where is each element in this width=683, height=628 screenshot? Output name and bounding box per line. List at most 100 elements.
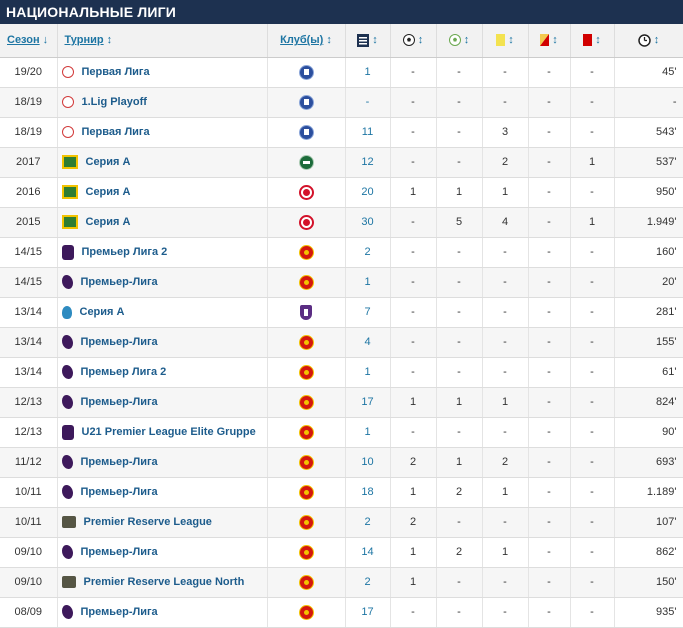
yellow-cards-cell: - bbox=[482, 357, 529, 388]
club-sort-link[interactable]: Клуб(ы) bbox=[280, 34, 324, 47]
appearances-cell[interactable]: 1 bbox=[345, 417, 391, 448]
column-header-yellow-cards[interactable]: ↕ bbox=[482, 24, 529, 58]
appearances-cell[interactable]: 1 bbox=[345, 57, 391, 88]
competition-link[interactable]: Premier Reserve League North bbox=[83, 576, 245, 588]
club-crest-icon[interactable] bbox=[298, 64, 314, 80]
competition-link[interactable]: Серия А bbox=[85, 216, 131, 228]
competition-link[interactable]: Премьер-Лига bbox=[80, 396, 158, 408]
competition-link[interactable]: Premier Reserve League bbox=[83, 516, 212, 528]
goals-cell: 1 bbox=[390, 387, 437, 418]
appearances-cell[interactable]: 4 bbox=[345, 327, 391, 358]
competition-link[interactable]: 1.Lig Playoff bbox=[81, 96, 147, 108]
competition-logo-icon[interactable] bbox=[61, 395, 73, 409]
club-crest-icon[interactable] bbox=[298, 394, 314, 410]
competition-link[interactable]: Первая Лига bbox=[81, 66, 150, 78]
column-header-goals[interactable]: ↕ bbox=[390, 24, 437, 58]
club-crest-icon[interactable] bbox=[298, 454, 314, 470]
competition-logo-icon[interactable] bbox=[61, 545, 73, 559]
appearances-cell[interactable]: 30 bbox=[345, 207, 391, 238]
competition-logo-icon[interactable] bbox=[61, 244, 74, 260]
club-crest-icon[interactable] bbox=[298, 484, 314, 500]
appearances-cell[interactable]: 2 bbox=[345, 507, 391, 538]
competition-logo-icon[interactable] bbox=[61, 155, 78, 169]
competition-link[interactable]: Премьер-Лига bbox=[80, 276, 158, 288]
appearances-cell[interactable]: 11 bbox=[345, 117, 391, 148]
club-crest-icon[interactable] bbox=[298, 544, 314, 560]
season-cell: 2017 bbox=[0, 147, 58, 178]
club-crest-icon[interactable] bbox=[300, 304, 312, 320]
competition-link[interactable]: Премьер-Лига bbox=[80, 336, 158, 348]
competition-link[interactable]: Премьер Лига 2 bbox=[81, 246, 168, 258]
appearances-cell[interactable]: 17 bbox=[345, 597, 391, 628]
club-crest-icon[interactable] bbox=[298, 184, 314, 200]
competition-logo-icon[interactable] bbox=[61, 66, 74, 78]
club-crest-icon[interactable] bbox=[298, 514, 314, 530]
second-yellow-cell: - bbox=[528, 297, 571, 328]
competition-link[interactable]: Серия А bbox=[85, 156, 131, 168]
competition-logo-icon[interactable] bbox=[61, 96, 74, 108]
column-header-season[interactable]: Сезон ↓ bbox=[0, 24, 58, 58]
club-crest-icon[interactable] bbox=[298, 244, 314, 260]
club-crest-icon[interactable] bbox=[298, 154, 314, 170]
competition-logo-icon[interactable] bbox=[61, 305, 72, 319]
appearances-cell[interactable]: 1 bbox=[345, 267, 391, 298]
appearances-cell[interactable]: 14 bbox=[345, 537, 391, 568]
club-cell bbox=[267, 357, 346, 388]
competition-logo-icon[interactable] bbox=[61, 424, 74, 440]
goals-cell: 1 bbox=[390, 537, 437, 568]
competition-link[interactable]: Первая Лига bbox=[81, 126, 150, 138]
competition-logo-icon[interactable] bbox=[61, 605, 73, 619]
column-header-minutes[interactable]: ↕ bbox=[614, 24, 683, 58]
club-crest-icon[interactable] bbox=[298, 334, 314, 350]
appearances-cell[interactable]: 1 bbox=[345, 357, 391, 388]
competition-sort-link[interactable]: Турнир bbox=[64, 34, 104, 47]
column-header-assists[interactable]: ↕ bbox=[436, 24, 483, 58]
appearances-cell[interactable]: 7 bbox=[345, 297, 391, 328]
season-sort-link[interactable]: Сезон bbox=[7, 34, 40, 47]
competition-logo-icon[interactable] bbox=[61, 215, 78, 229]
competition-link[interactable]: Премьер-Лига bbox=[80, 486, 158, 498]
club-crest-icon[interactable] bbox=[298, 94, 314, 110]
appearances-cell[interactable]: 10 bbox=[345, 447, 391, 478]
club-crest-icon[interactable] bbox=[298, 274, 314, 290]
competition-logo-icon[interactable] bbox=[61, 516, 76, 528]
competition-link[interactable]: Премьер Лига 2 bbox=[80, 366, 167, 378]
competition-logo-icon[interactable] bbox=[61, 126, 74, 138]
club-crest-icon[interactable] bbox=[298, 124, 314, 140]
club-crest-icon[interactable] bbox=[298, 214, 314, 230]
appearances-cell[interactable]: 17 bbox=[345, 387, 391, 418]
appearances-cell[interactable]: 18 bbox=[345, 477, 391, 508]
competition-logo-icon[interactable] bbox=[61, 455, 73, 469]
assists-cell: - bbox=[436, 357, 483, 388]
appearances-cell[interactable]: 12 bbox=[345, 147, 391, 178]
column-header-competition[interactable]: Турнир ↕ bbox=[57, 24, 268, 58]
competition-link[interactable]: Премьер-Лига bbox=[80, 606, 158, 618]
club-crest-icon[interactable] bbox=[298, 364, 314, 380]
column-header-second-yellow[interactable]: ↕ bbox=[528, 24, 571, 58]
appearances-cell[interactable]: 20 bbox=[345, 177, 391, 208]
competition-logo-icon[interactable] bbox=[61, 275, 73, 289]
competition-link[interactable]: U21 Premier League Elite Gruppe bbox=[81, 426, 256, 438]
competition-logo-icon[interactable] bbox=[61, 576, 76, 588]
competition-logo-icon[interactable] bbox=[61, 365, 73, 379]
competition-logo-icon[interactable] bbox=[61, 335, 73, 349]
column-header-red-cards[interactable]: ↕ bbox=[570, 24, 615, 58]
season-cell: 10/11 bbox=[0, 507, 58, 538]
appearances-cell[interactable]: 2 bbox=[345, 237, 391, 268]
column-header-club[interactable]: Клуб(ы) ↕ bbox=[267, 24, 346, 58]
column-header-appearances[interactable]: ↕ bbox=[345, 24, 391, 58]
minutes-cell: 543' bbox=[614, 117, 683, 148]
club-crest-icon[interactable] bbox=[298, 574, 314, 590]
competition-link[interactable]: Серия А bbox=[79, 306, 125, 318]
competition-logo-icon[interactable] bbox=[61, 485, 73, 499]
appearances-cell[interactable]: - bbox=[345, 87, 391, 118]
competition-link[interactable]: Серия А bbox=[85, 186, 131, 198]
club-crest-icon[interactable] bbox=[298, 424, 314, 440]
competition-logo-icon[interactable] bbox=[61, 185, 78, 199]
competition-link[interactable]: Премьер-Лига bbox=[80, 456, 158, 468]
competition-link[interactable]: Премьер-Лига bbox=[80, 546, 158, 558]
minutes-cell: 90' bbox=[614, 417, 683, 448]
club-crest-icon[interactable] bbox=[298, 604, 314, 620]
table-header-row: Сезон ↓ Турнир ↕ Клуб(ы) ↕ ↕ ↕ bbox=[0, 24, 683, 58]
appearances-cell[interactable]: 2 bbox=[345, 567, 391, 598]
